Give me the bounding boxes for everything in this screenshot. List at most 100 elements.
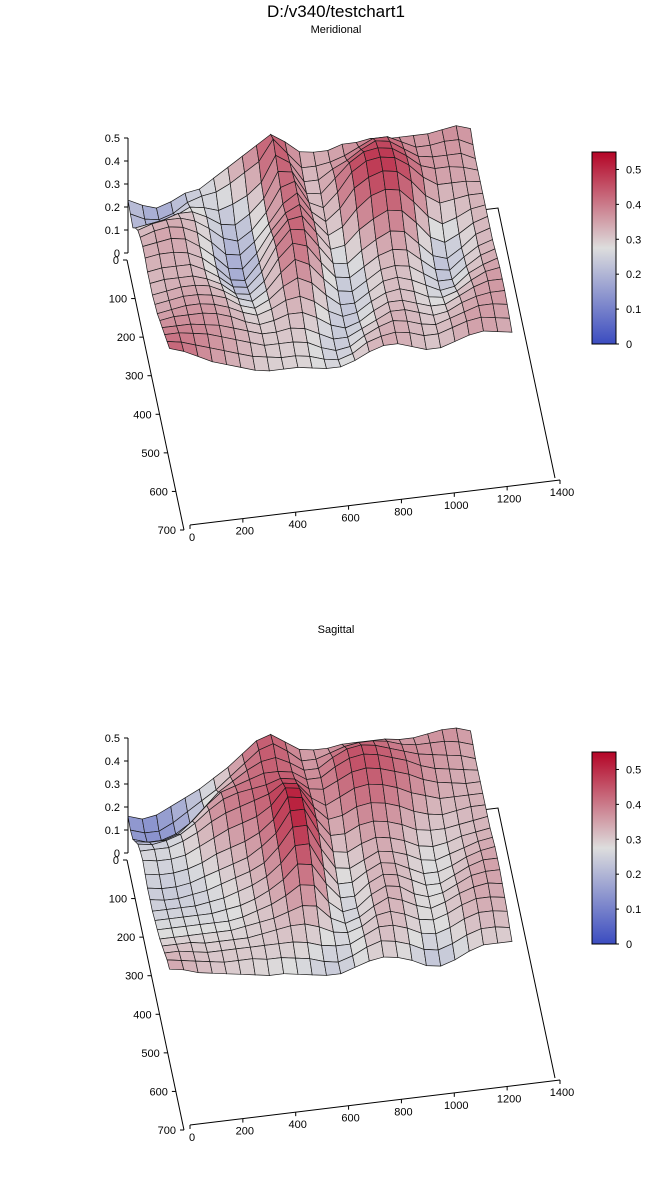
surface-cell: [427, 813, 446, 831]
surface-cell: [330, 833, 348, 853]
x-tick-label: 400: [289, 1119, 307, 1131]
surface-mesh: [127, 727, 513, 976]
x-tick-label: 1000: [444, 500, 468, 512]
surface-cell: [164, 950, 182, 961]
surface-cell: [144, 873, 163, 889]
surface-cell: [427, 729, 445, 744]
surface-cell: [494, 926, 513, 944]
z-tick-label: 0.2: [105, 802, 120, 814]
colorbar-tick-label: 0.1: [626, 304, 641, 316]
colorbar-tick-label: 0: [626, 939, 632, 951]
surface-cell: [392, 320, 411, 334]
y-tick-label: 500: [141, 1048, 159, 1060]
z-tick-label: 0.5: [105, 733, 120, 745]
surface-cell: [418, 845, 436, 861]
surface-cell: [165, 217, 184, 228]
surface-cell: [337, 881, 356, 899]
colorbar-tick-label: 0.4: [626, 199, 641, 211]
surface-mesh: [127, 125, 513, 372]
surface-cell: [278, 341, 296, 358]
surface-cell: [382, 873, 401, 887]
surface-cell: [434, 768, 453, 784]
surface-cell: [292, 341, 311, 357]
y-axis-line: [126, 259, 185, 531]
surface-cell: [297, 863, 315, 886]
surface-cell: [370, 802, 389, 823]
x-tick-label: 0: [189, 1132, 195, 1144]
surface-cell: [264, 943, 282, 960]
surface-cell: [448, 768, 467, 784]
surface-cell: [463, 769, 481, 784]
surface-cell: [398, 737, 417, 746]
surface-cell: [161, 886, 179, 901]
y-tick-label: 600: [149, 1086, 167, 1098]
colorbar-tick-label: 0.2: [626, 869, 641, 881]
surface-cell: [278, 941, 296, 959]
colorbar-tick-label: 0.3: [626, 834, 641, 846]
surface-cell: [492, 303, 511, 319]
surface-cell: [235, 946, 254, 961]
y-tick-label: 300: [125, 971, 143, 983]
x-tick-label: 1200: [497, 1093, 521, 1105]
surface-cell: [170, 238, 189, 254]
z-tick-label: 0.1: [105, 825, 120, 837]
surface-cell: [158, 872, 177, 889]
surface-cell: [387, 209, 405, 232]
x-tick-label: 600: [341, 513, 359, 525]
y-tick-label: 0: [113, 255, 119, 267]
z-tick-label: 0.4: [105, 156, 120, 168]
surface-cell: [492, 910, 511, 928]
surface-cell: [487, 278, 506, 293]
surface-cell: [264, 343, 282, 358]
surface-cell: [176, 942, 194, 953]
surface-cell: [415, 144, 434, 158]
surface-cell: [418, 919, 437, 935]
y-tick-label: 0: [113, 855, 119, 867]
surface-cell: [432, 154, 450, 169]
surface-cell: [482, 857, 501, 872]
surface-cell: [465, 180, 484, 196]
x-tick-label: 400: [289, 519, 307, 531]
surface-cell: [299, 884, 318, 907]
surface-cell: [252, 958, 270, 976]
surface-cell: [480, 926, 499, 946]
surface-cell: [223, 960, 242, 975]
surface-cell: [154, 847, 172, 862]
surface-cell: [335, 276, 353, 292]
surface-cell: [415, 742, 434, 755]
x-axis-line: [189, 1079, 561, 1126]
surface-cell: [475, 896, 494, 913]
y-tick-label: 200: [117, 332, 135, 344]
surface-cell: [175, 264, 194, 279]
surface-cell: [292, 824, 310, 846]
colorbar-tick-label: 0.1: [626, 904, 641, 916]
surface-cell: [221, 948, 239, 963]
surface-cell: [249, 945, 268, 960]
y-tick-label: 400: [133, 409, 151, 421]
z-tick-label: 0.1: [105, 225, 120, 237]
surface-cell: [295, 957, 313, 976]
surface-cell: [382, 170, 400, 191]
x-tick-label: 1400: [550, 1087, 574, 1099]
surface-cell: [266, 356, 285, 372]
x-tick-label: 1400: [550, 487, 574, 499]
y-tick-label: 700: [158, 1125, 176, 1137]
surface-cell: [158, 251, 177, 269]
surface-cell: [365, 767, 384, 786]
meridional-surface-chart: 0 0.1 0.2 0.3 0.4 0.5 0 100 200 300 400 500 600 700 0 2…: [105, 125, 641, 544]
surface-cell: [303, 179, 322, 195]
surface-cell: [207, 950, 225, 963]
surface-cell: [489, 290, 508, 305]
surface-cell: [209, 961, 228, 975]
page-title: D:/v340/testchart1: [267, 2, 405, 21]
x-tick-label: 200: [236, 1126, 254, 1138]
x-tick-label: 1200: [497, 493, 521, 505]
z-tick-label: 0.2: [105, 202, 120, 214]
surface-cell: [377, 850, 396, 864]
surface-cell: [412, 133, 431, 148]
surface-cell: [176, 323, 194, 334]
y-tick-label: 300: [125, 371, 143, 383]
surface-cell: [448, 166, 467, 184]
surface-cell: [429, 740, 448, 756]
surface-cell: [164, 332, 182, 343]
